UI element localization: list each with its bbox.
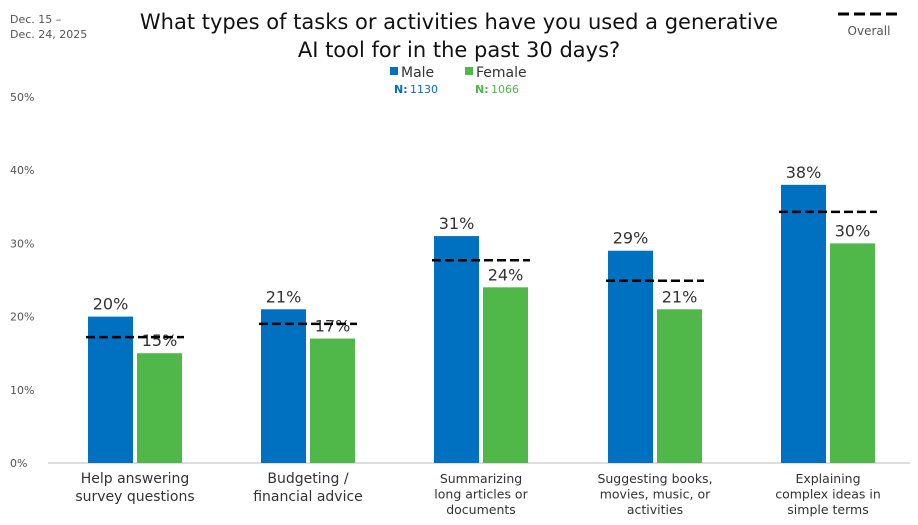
x-category-label: Budgeting / <box>267 471 348 487</box>
date-range-line1: Dec. 15 – <box>10 13 61 26</box>
x-category-label: Explaining <box>795 471 860 486</box>
x-category-label: survey questions <box>75 489 194 505</box>
x-category-label: simple terms <box>787 502 868 517</box>
y-tick-label: 40% <box>10 164 34 177</box>
x-category-label: Summarizing <box>440 471 522 486</box>
y-tick-label: 30% <box>10 237 34 250</box>
legend-male-n: 1130 <box>410 83 438 96</box>
x-category-label: activities <box>627 502 683 517</box>
legend-female-n: 1066 <box>491 83 519 96</box>
data-label: 21% <box>662 287 698 306</box>
female-bar <box>830 243 875 463</box>
date-range-line2: Dec. 24, 2025 <box>10 28 87 41</box>
female-bar <box>483 287 528 463</box>
x-category-label: financial advice <box>253 489 363 505</box>
male-bar <box>88 316 133 463</box>
y-tick-label: 20% <box>10 311 34 324</box>
data-label: 24% <box>488 265 524 284</box>
legend-female-swatch <box>465 67 473 75</box>
data-label: 17% <box>315 317 351 336</box>
data-label: 29% <box>613 229 649 248</box>
data-label: 15% <box>142 331 178 350</box>
legend-female-label: Female <box>476 65 527 81</box>
x-category-label: documents <box>446 502 516 517</box>
female-bar <box>657 309 702 463</box>
data-label: 21% <box>266 287 302 306</box>
legend-male-swatch <box>390 67 398 75</box>
male-bar <box>261 309 306 463</box>
plot-area: 0% 10% 20% 30% 40% 50% 20% 15% Help answering sur… <box>10 91 910 517</box>
data-label: 20% <box>93 295 129 314</box>
y-tick-label: 0% <box>10 457 27 470</box>
chart-title-line2: AI tool for in the past 30 days? <box>298 38 620 62</box>
female-bar <box>137 353 182 463</box>
male-bar <box>608 250 653 463</box>
x-category-label: Suggesting books, <box>597 471 712 486</box>
female-bar <box>310 338 355 463</box>
data-label: 30% <box>835 221 871 240</box>
y-tick-label: 50% <box>10 91 34 104</box>
legend-male-label: Male <box>401 65 434 81</box>
legend-male-n-label: N: <box>394 83 408 96</box>
x-category-label: complex ideas in <box>775 487 881 502</box>
data-label: 31% <box>439 214 475 233</box>
data-label: 38% <box>786 163 822 182</box>
y-tick-label: 10% <box>10 384 34 397</box>
overall-legend-label: Overall <box>848 24 891 38</box>
male-bar <box>434 236 479 463</box>
male-bar <box>781 184 826 463</box>
legend-female-n-label: N: <box>475 83 489 96</box>
chart-title-line1: What types of tasks or activities have y… <box>140 10 778 34</box>
x-category-label: Help answering <box>81 471 190 487</box>
x-category-label: movies, music, or <box>600 487 711 502</box>
x-category-label: long articles or <box>434 487 528 502</box>
